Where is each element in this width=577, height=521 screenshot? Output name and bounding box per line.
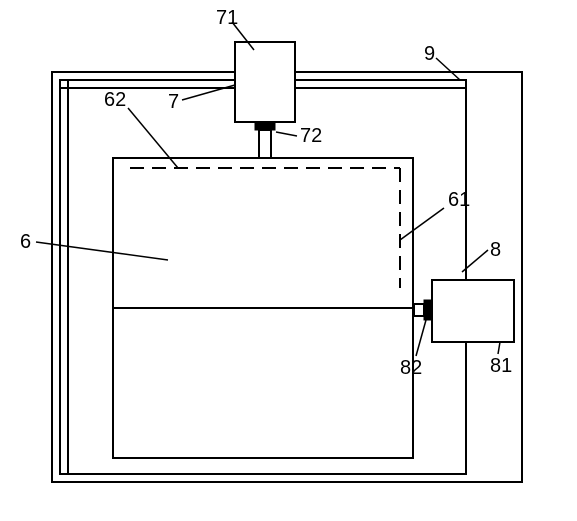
right-device-body xyxy=(432,280,514,342)
label-61: 61 xyxy=(448,189,470,211)
top-device-body xyxy=(235,42,295,122)
right-device-connector xyxy=(424,300,432,320)
label-82: 82 xyxy=(400,357,422,379)
lead-9 xyxy=(436,58,460,80)
label-62: 62 xyxy=(104,89,126,111)
label-71: 71 xyxy=(216,7,238,29)
lead-82 xyxy=(416,320,426,356)
label-72: 72 xyxy=(300,125,322,147)
label-81: 81 xyxy=(490,355,512,377)
top-device-stub xyxy=(259,130,271,158)
top-device-connector xyxy=(255,122,275,130)
label-9: 9 xyxy=(424,43,435,65)
schematic-svg: 71 7 9 72 62 6 61 8 81 82 xyxy=(0,0,577,521)
lead-61 xyxy=(400,208,444,240)
right-device-stub xyxy=(414,304,424,316)
label-6: 6 xyxy=(20,231,31,253)
lead-81 xyxy=(498,342,500,354)
label-7: 7 xyxy=(168,91,179,113)
lead-6 xyxy=(36,242,168,260)
label-8: 8 xyxy=(490,239,501,261)
lead-72 xyxy=(276,132,297,136)
